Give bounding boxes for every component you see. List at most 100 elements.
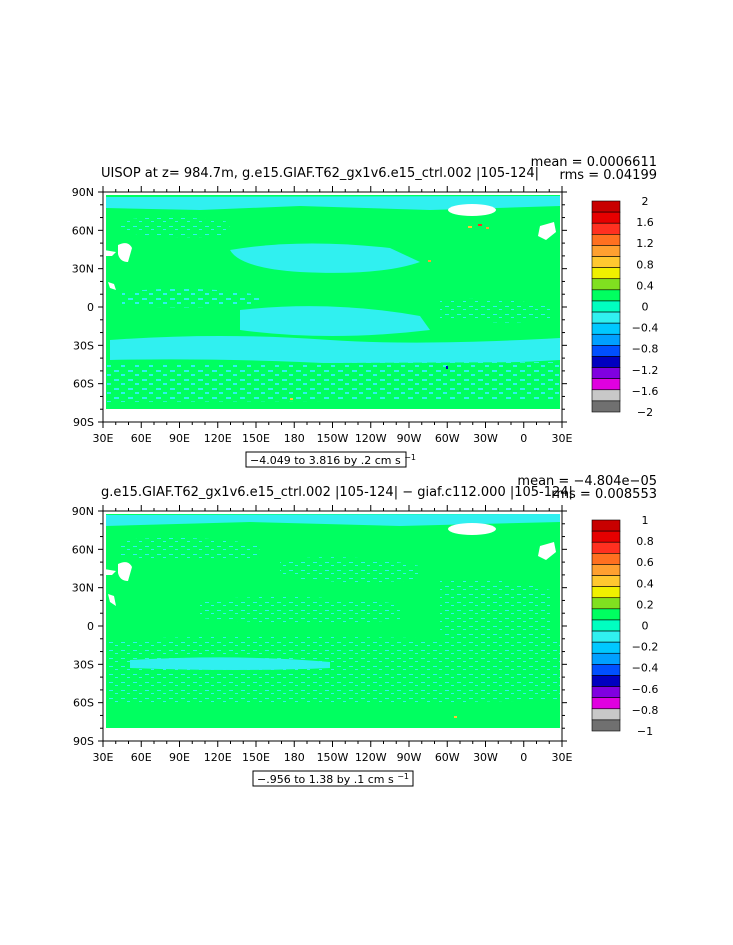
colorbar-label: 0.8 — [636, 258, 654, 271]
colorbar-label: 0.4 — [636, 279, 654, 292]
colorbar-label: 0.2 — [636, 598, 654, 611]
colorbar-swatch — [591, 597, 621, 610]
panel-2-map — [102, 510, 563, 742]
x-tick-label: 120E — [204, 432, 232, 445]
x-tick-label: 150E — [242, 751, 270, 764]
y-tick-label: 90N — [72, 505, 94, 518]
panel-1: UISOP at z= 984.7m, g.e15.GIAF.T62_gx1v6… — [72, 155, 659, 468]
panel-1-region-npacific — [230, 243, 420, 273]
x-tick-label: 60E — [131, 432, 152, 445]
colorbar-swatch — [591, 378, 621, 391]
colorbar-label: −0.2 — [632, 641, 659, 654]
x-tick-label: 150W — [317, 751, 349, 764]
colorbar-swatch — [591, 300, 621, 313]
panel-1-x-axis: 30E 60E 90E 120E 150E 180 150W 120W 90W 60W 30W 0 30… — [93, 186, 573, 445]
x-tick-label: 60E — [131, 751, 152, 764]
panel-2-greenland — [448, 523, 496, 535]
panel-2-range-sup: −1 — [397, 772, 409, 781]
y-tick-label: 60S — [73, 697, 94, 710]
panel-1-map — [102, 191, 563, 423]
x-tick-label: 30E — [552, 432, 573, 445]
x-tick-label: 120W — [355, 751, 387, 764]
colorbar-label: 2 — [642, 195, 649, 208]
x-tick-label: 90W — [397, 432, 422, 445]
x-tick-label: 60W — [435, 432, 460, 445]
colorbar-swatch — [591, 400, 621, 413]
colorbar-label: 1.6 — [636, 216, 654, 229]
y-tick-label: 90S — [73, 735, 94, 748]
panel-1-range-sup: −1 — [404, 453, 416, 462]
colorbar-swatch — [591, 553, 621, 565]
x-tick-label: 0 — [520, 432, 527, 445]
colorbar-swatch — [591, 686, 621, 698]
panel-1-title: UISOP at z= 984.7m, g.e15.GIAF.T62_gx1v6… — [101, 166, 539, 181]
colorbar-swatch — [591, 608, 621, 621]
colorbar-label: −0.6 — [632, 683, 659, 696]
colorbar-swatch — [591, 278, 621, 291]
x-tick-label: 150W — [317, 432, 349, 445]
colorbar-swatch — [591, 234, 621, 246]
colorbar-swatch — [591, 267, 621, 280]
x-tick-label: 90E — [169, 751, 190, 764]
panel-1-range-label: −4.049 to 3.816 by .2 cm s — [250, 454, 401, 467]
y-tick-label: 60N — [72, 543, 94, 556]
colorbar-swatch — [591, 541, 621, 554]
colorbar-swatch — [591, 256, 621, 268]
panel-1-greenland — [448, 204, 496, 216]
colorbar-label: 1.2 — [636, 237, 654, 250]
panel-1-y-axis: 90N 60N 30N 0 30S 60S 90S — [72, 186, 567, 429]
colorbar-swatch — [591, 708, 621, 721]
colorbar-swatch — [591, 311, 621, 324]
colorbar-label: −2 — [637, 406, 653, 419]
colorbar-swatch — [591, 519, 621, 532]
y-tick-label: 60S — [73, 378, 94, 391]
colorbar-swatch — [591, 619, 621, 632]
colorbar-swatch — [591, 719, 621, 732]
panel-2-title: g.e15.GIAF.T62_gx1v6.e15_ctrl.002 |105-1… — [101, 485, 573, 500]
colorbar-label: −1.2 — [632, 364, 659, 377]
panel-1-region-southern-b — [106, 362, 560, 402]
panel-1-region-southern-a — [110, 336, 560, 365]
panel-1-land-b — [538, 222, 556, 240]
colorbar-label: −1.6 — [632, 385, 659, 398]
colorbar-swatch — [591, 641, 621, 654]
x-tick-label: 60W — [435, 751, 460, 764]
panel-2-x-axis: 30E 60E 90E 120E 150E 180 150W 120W 90W 60W 30W 0 30… — [93, 505, 573, 764]
y-tick-label: 60N — [72, 224, 94, 237]
panel-1-land-a — [118, 243, 132, 262]
colorbar-label: −0.4 — [632, 662, 659, 675]
colorbar-swatch — [591, 200, 621, 213]
panel-1-range-box: −4.049 to 3.816 by .2 cm s −1 — [245, 451, 416, 468]
colorbar-swatch — [591, 564, 621, 576]
y-tick-label: 30S — [73, 658, 94, 671]
svg-text:−4.049 to 3.816 by .2 cm s: −4.049 to 3.816 by .2 cm s −1 — [250, 453, 416, 467]
x-tick-label: 90E — [169, 432, 190, 445]
panel-1-mean: mean = 0.0006611 — [531, 155, 657, 170]
x-tick-label: 30E — [552, 751, 573, 764]
y-tick-label: 90N — [72, 186, 94, 199]
colorbar-label: 0.6 — [636, 556, 654, 569]
colorbar-swatch — [591, 289, 621, 302]
colorbar-swatch — [591, 345, 621, 357]
svg-text:−.956 to 1.38 by .1 cm s: −.956 to 1.38 by .1 cm s −1 — [257, 772, 409, 786]
x-tick-label: 30W — [473, 751, 498, 764]
colorbar-swatch — [591, 333, 621, 346]
y-tick-label: 30N — [72, 263, 94, 276]
x-tick-label: 30E — [93, 751, 114, 764]
colorbar-label: −1 — [637, 725, 653, 738]
colorbar-label: 0 — [642, 301, 649, 314]
x-tick-label: 30E — [93, 432, 114, 445]
colorbar-swatch — [591, 652, 621, 665]
colorbar-label: 0 — [642, 620, 649, 633]
colorbar-swatch — [591, 367, 621, 379]
colorbar-swatch — [591, 630, 621, 643]
colorbar-label: 0.8 — [636, 535, 654, 548]
x-tick-label: 120W — [355, 432, 387, 445]
panel-2-range-box: −.956 to 1.38 by .1 cm s −1 — [252, 770, 414, 787]
colorbar-swatch — [591, 586, 621, 599]
colorbar-label: 0.4 — [636, 577, 654, 590]
panel-2-mean: mean = −4.804e−05 — [517, 474, 657, 489]
colorbar-swatch — [591, 697, 621, 710]
panel-2-land-a — [118, 562, 132, 581]
